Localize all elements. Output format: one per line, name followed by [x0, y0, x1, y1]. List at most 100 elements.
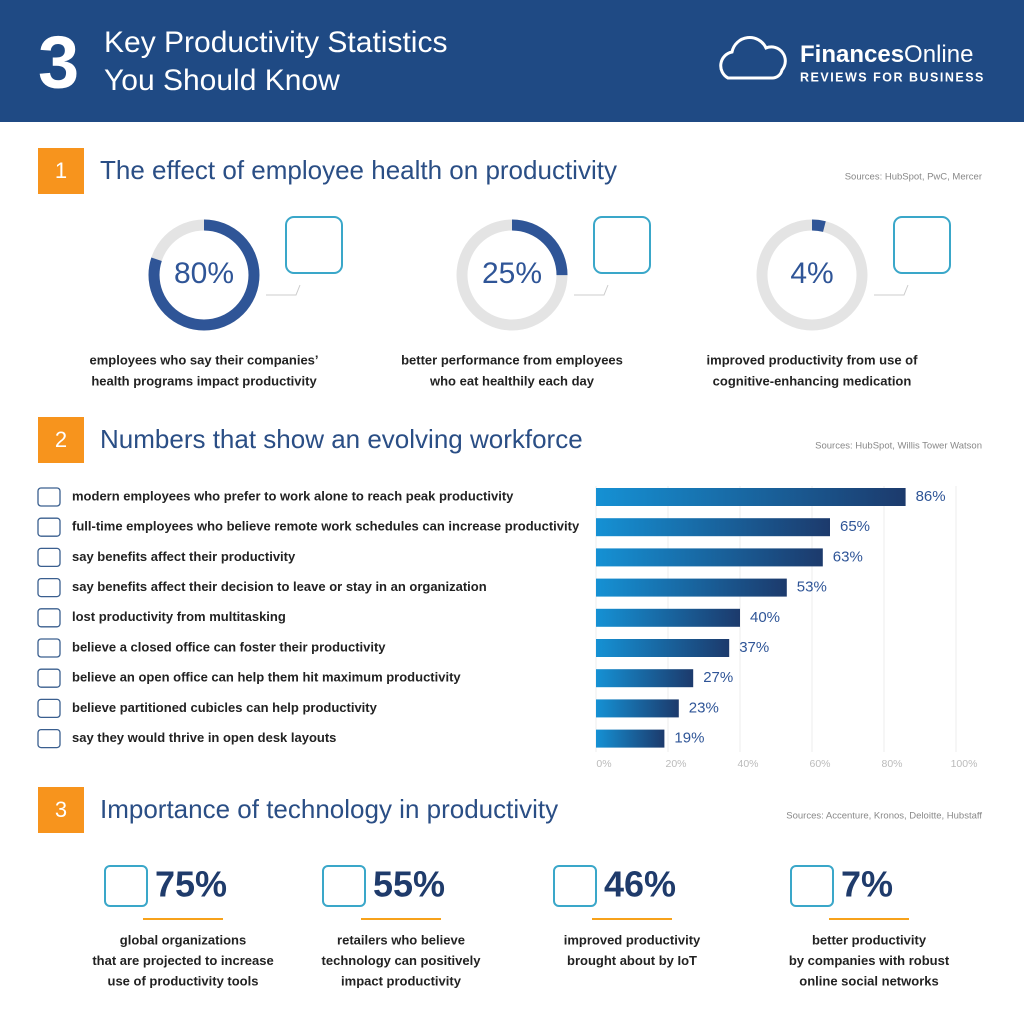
row-icon: [37, 668, 61, 688]
caption: cognitive-enhancing medication: [713, 373, 912, 388]
bar: [596, 639, 730, 657]
tech-icon: [553, 865, 597, 907]
donut-arc: [456, 219, 568, 331]
logo-cloud: [719, 36, 787, 80]
bar: [596, 518, 830, 537]
caption: retailers who believe: [337, 932, 465, 947]
section-title: Importance of technology in productivity: [100, 794, 558, 824]
row-icon: [37, 608, 61, 628]
connector: [266, 284, 301, 296]
donut-label: 4%: [790, 257, 833, 290]
caption: who eat healthily each day: [429, 373, 595, 388]
value-label: 65%: [840, 518, 870, 535]
value-label: 37%: [739, 639, 769, 656]
tech-icon: [322, 865, 366, 907]
value-label: 86%: [916, 488, 946, 505]
tech-icon: [790, 865, 834, 907]
stat-value: 7%: [841, 864, 893, 905]
icon: [593, 216, 651, 274]
tagline: REVIEWS FOR BUSINESS: [800, 70, 985, 84]
value-label: 19%: [674, 730, 704, 747]
bar: [596, 578, 787, 597]
row-icon: [37, 728, 61, 749]
category-label: believe partitioned cubicles can help pr…: [72, 700, 378, 715]
x-tick-label: 40%: [737, 758, 758, 770]
caption: better productivity: [812, 932, 927, 947]
value-label: 63%: [833, 548, 863, 565]
value-label: 27%: [703, 669, 733, 686]
section-title: The effect of employee health on product…: [100, 155, 617, 185]
stat-value: 46%: [604, 864, 676, 905]
section-badge: [38, 787, 84, 833]
bar: [596, 669, 694, 688]
caption: improved productivity: [564, 932, 701, 947]
sources: Sources: HubSpot, Willis Tower Watson: [815, 441, 982, 452]
content: 1 The effect of employee health on produc…: [37, 148, 982, 988]
sources: Sources: HubSpot, PwC, Mercer: [845, 172, 982, 183]
x-tick-label: 100%: [951, 758, 978, 770]
value-label: 53%: [797, 579, 827, 596]
caption: brought about by IoT: [567, 953, 697, 968]
x-tick-label: 60%: [809, 758, 830, 770]
caption: employees who say their companies’: [89, 352, 318, 367]
icon: [893, 216, 951, 274]
section-badge: [38, 148, 84, 194]
section-number: 1: [55, 158, 67, 183]
x-tick-label: 80%: [881, 758, 902, 770]
row-icon: [37, 517, 61, 537]
caption: online social networks: [799, 973, 938, 988]
caption: by companies with robust: [789, 953, 950, 968]
connector: [574, 284, 609, 296]
section-title: Numbers that show an evolving workforce: [100, 424, 583, 454]
row-icon: [37, 698, 61, 719]
tech-icon: [104, 865, 148, 907]
row-icon: [37, 577, 61, 598]
donut-arc: [148, 219, 260, 331]
value-label: 23%: [689, 699, 719, 716]
value-label: 40%: [750, 609, 780, 626]
caption: global organizations: [120, 932, 246, 947]
caption: better performance from employees: [401, 352, 623, 367]
header-title: Key Productivity Statistics: [104, 26, 447, 59]
category-label: full-time employees who believe remote w…: [72, 519, 580, 534]
bar: [596, 729, 665, 748]
category-label: say benefits affect their productivity: [72, 549, 296, 564]
caption: health programs impact productivity: [91, 373, 317, 388]
category-label: believe a closed office can foster their…: [72, 639, 386, 654]
bar: [596, 488, 906, 506]
brand-bold: Finances: [800, 41, 904, 68]
caption: that are projected to increase: [92, 953, 273, 968]
row-icon: [37, 638, 61, 658]
row-icon: [37, 547, 61, 568]
stat-value: 55%: [373, 864, 445, 905]
donut-label: 80%: [174, 257, 234, 290]
category-label: say they would thrive in open desk layou…: [72, 730, 336, 745]
caption: improved productivity from use of: [707, 352, 919, 367]
donut-label: 25%: [482, 257, 542, 290]
logo-text: FinancesOnline: [800, 41, 973, 68]
header-band: [0, 0, 1024, 122]
x-tick-label: 20%: [665, 758, 686, 770]
caption: technology can positively: [322, 953, 482, 968]
category-label: lost productivity from multitasking: [72, 609, 286, 624]
row-icon: [37, 487, 61, 507]
category-label: say benefits affect their decision to le…: [72, 579, 487, 594]
bar: [596, 548, 823, 567]
section-badge: [38, 417, 84, 463]
section-number: 3: [55, 797, 67, 822]
x-tick-label: 0%: [596, 758, 611, 770]
sources: Sources: Accenture, Kronos, Deloitte, Hu…: [786, 811, 982, 822]
header-title: You Should Know: [104, 64, 340, 97]
category-label: believe an open office can help them hit…: [72, 670, 461, 685]
caption: use of productivity tools: [108, 973, 259, 988]
brand-light: Online: [904, 41, 973, 68]
icon: [285, 216, 343, 274]
bar: [596, 699, 679, 718]
section-number: 2: [55, 427, 67, 452]
caption: impact productivity: [341, 973, 462, 988]
category-label: modern employees who prefer to work alon…: [72, 488, 514, 503]
header-number: 3: [38, 21, 79, 104]
stat-value: 75%: [155, 864, 227, 905]
bar: [596, 608, 740, 627]
